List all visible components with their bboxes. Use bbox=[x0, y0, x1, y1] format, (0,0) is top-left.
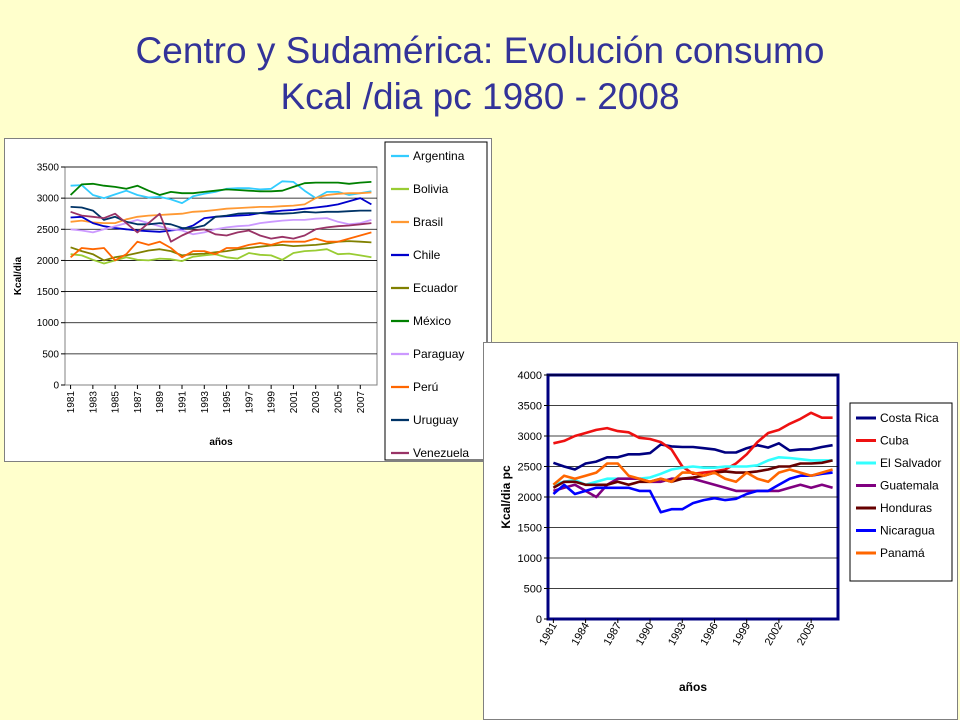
chart-central-america: 0 500 1000 1500 2000 2500 3000 3500 4000 1981 1984… bbox=[483, 342, 958, 720]
legend-label: El Salvador bbox=[880, 456, 941, 470]
legend-label: Honduras bbox=[880, 501, 932, 515]
x-tick-label: 2003 bbox=[311, 391, 322, 414]
x-tick-label: 1989 bbox=[155, 391, 166, 414]
y-axis-label: Kcal/dia bbox=[13, 256, 24, 295]
x-tick-label: 1985 bbox=[111, 391, 122, 414]
x-tick-label: 2005 bbox=[334, 391, 345, 414]
y-tick-label: 2500 bbox=[37, 225, 60, 236]
legend-box bbox=[384, 141, 488, 461]
series-line-brasil bbox=[70, 191, 372, 224]
y-tick-label: 2000 bbox=[518, 492, 542, 504]
series-line-venezuela bbox=[70, 210, 372, 243]
legend-label: Costa Rica bbox=[880, 411, 939, 425]
y-tick-label: 0 bbox=[53, 381, 59, 392]
x-tick-label: 1999 bbox=[731, 621, 754, 648]
legend-label: Brasil bbox=[413, 215, 443, 229]
y-tick-label: 500 bbox=[42, 349, 59, 360]
series-line-bolivia bbox=[70, 248, 372, 265]
x-tick-label: 1991 bbox=[178, 391, 189, 414]
slide-title: Centro y Sudamérica: Evolución consumo K… bbox=[0, 28, 960, 120]
legend-box bbox=[849, 402, 953, 582]
x-tick-label: 2005 bbox=[795, 621, 818, 648]
legend-label: Bolivia bbox=[413, 182, 449, 196]
series-line-per- bbox=[70, 231, 372, 262]
y-tick-label: 2500 bbox=[518, 461, 542, 473]
y-tick-label: 3500 bbox=[37, 163, 60, 174]
x-tick-label: 1990 bbox=[634, 621, 657, 648]
x-tick-label: 1996 bbox=[698, 621, 721, 648]
x-tick-label: 1984 bbox=[569, 621, 592, 648]
series-line-m-xico bbox=[69, 181, 372, 196]
y-tick-label: 3000 bbox=[37, 194, 60, 205]
series-line-nicaragua bbox=[552, 471, 833, 514]
x-tick-label: 1983 bbox=[88, 391, 99, 414]
y-tick-label: 3500 bbox=[518, 400, 542, 412]
y-tick-label: 3000 bbox=[518, 431, 542, 443]
legend-label: Perú bbox=[413, 380, 438, 394]
x-tick-label: 2007 bbox=[356, 391, 367, 414]
plot-area bbox=[64, 166, 378, 386]
y-tick-label: 1500 bbox=[518, 522, 542, 534]
y-tick-label: 1500 bbox=[37, 287, 60, 298]
legend-label: Uruguay bbox=[413, 413, 458, 427]
legend-label: Cuba bbox=[880, 434, 909, 448]
legend-label: Chile bbox=[413, 248, 441, 262]
x-tick-label: 2002 bbox=[763, 621, 786, 648]
legend-label: Venezuela bbox=[413, 446, 469, 460]
series-line-paraguay bbox=[70, 217, 372, 236]
y-tick-label: 4000 bbox=[518, 370, 542, 382]
x-tick-label: 1987 bbox=[602, 621, 625, 648]
x-tick-label: 1999 bbox=[267, 391, 278, 414]
y-tick-label: 2000 bbox=[37, 256, 60, 267]
legend-label: Paraguay bbox=[413, 347, 464, 361]
x-axis-label: años bbox=[209, 437, 233, 448]
legend-label: Argentina bbox=[413, 149, 465, 163]
y-tick-label: 500 bbox=[524, 583, 542, 595]
x-tick-label: 2001 bbox=[289, 391, 300, 414]
x-tick-label: 1987 bbox=[133, 391, 144, 414]
x-axis-label: años bbox=[679, 680, 707, 694]
y-axis-label: Kcal/dia pc bbox=[499, 465, 513, 529]
slide-title-line2: Kcal /dia pc 1980 - 2008 bbox=[280, 76, 680, 117]
series-line-costa-rica bbox=[552, 442, 833, 471]
legend-label: Guatemala bbox=[880, 479, 939, 493]
x-tick-label: 1993 bbox=[666, 621, 689, 648]
legend-label: Ecuador bbox=[413, 281, 458, 295]
chart-south-america: 0 500 1000 1500 2000 2500 3000 3500 1981 1983 1985… bbox=[4, 138, 492, 462]
y-tick-label: 1000 bbox=[518, 553, 542, 565]
y-tick-label: 0 bbox=[536, 614, 542, 626]
legend-label: México bbox=[413, 314, 451, 328]
series-line-el-salvador bbox=[553, 456, 833, 487]
x-tick-label: 1981 bbox=[66, 391, 77, 414]
legend-label: Nicaragua bbox=[880, 524, 935, 538]
series-line-honduras bbox=[552, 459, 833, 489]
x-tick-label: 1993 bbox=[200, 391, 211, 414]
series-line-panam- bbox=[552, 462, 833, 486]
legend-label: Panamá bbox=[880, 546, 925, 560]
x-tick-label: 1995 bbox=[222, 391, 233, 414]
chart-south-america-svg: 0 500 1000 1500 2000 2500 3000 3500 1981 1983 1985… bbox=[13, 141, 488, 461]
slide-title-line1: Centro y Sudamérica: Evolución consumo bbox=[135, 30, 825, 71]
x-tick-label: 1997 bbox=[244, 391, 255, 414]
y-tick-label: 1000 bbox=[37, 318, 60, 329]
